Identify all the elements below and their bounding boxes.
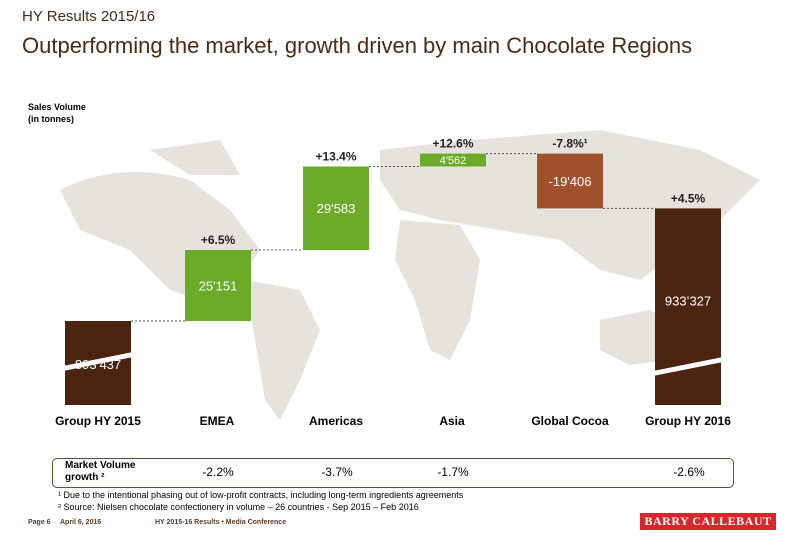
market-volume-value: -1.7%: [437, 465, 469, 479]
category-label: Americas: [308, 414, 364, 428]
growth-label: -7.8%¹: [552, 137, 587, 151]
growth-label: +12.6%: [432, 137, 473, 151]
footer-page: Page 6: [28, 519, 51, 526]
category-label: Asia: [439, 414, 465, 428]
axis-break-mark: [653, 357, 723, 376]
growth-label: +13.4%: [315, 149, 356, 163]
value-label: 29'583: [317, 201, 356, 216]
value-label: 25'151: [199, 279, 238, 294]
market-volume-value: -2.2%: [202, 465, 234, 479]
bar-2: [303, 166, 369, 250]
market-volume-label: Market Volume growth ²: [65, 460, 136, 483]
value-label: 893’437: [75, 357, 121, 372]
market-volume-box: Market Volume growth ² -2.2% -3.7% -1.7%…: [52, 458, 734, 488]
bar-4: [537, 153, 603, 209]
value-label: 933’327: [665, 294, 711, 309]
value-label: -19'406: [549, 174, 592, 189]
market-volume-value: -2.6%: [673, 465, 705, 479]
footnote: ¹ Due to the intentional phasing out of …: [58, 490, 464, 500]
footer-event: HY 2015-16 Results • Media Conference: [155, 519, 287, 526]
footer-date: April 6, 2016: [60, 519, 102, 526]
category-label: Global Cocoa: [531, 414, 609, 428]
barry-callebaut-logo: BARRY CALLEBAUT: [640, 513, 776, 530]
category-label: Group HY 2015: [55, 414, 141, 428]
value-label: 4'562: [440, 155, 467, 167]
bar-1: [185, 250, 251, 321]
bar-3: [420, 153, 486, 167]
footnote: ² Source: Nielsen chocolate confectioner…: [58, 502, 419, 512]
axis-break-mark: [63, 352, 133, 371]
kicker: HY Results 2015/16: [22, 8, 156, 25]
growth-label: +6.5%: [201, 233, 236, 247]
category-label: Group HY 2016: [645, 414, 731, 428]
y-axis-label: Sales Volume (in tonnes): [28, 102, 86, 124]
growth-label: +4.5%: [671, 191, 706, 205]
page-title: Outperforming the market, growth driven …: [22, 33, 693, 58]
market-volume-value: -3.7%: [321, 465, 353, 479]
category-label: EMEA: [199, 414, 235, 428]
waterfall-chart: 893’437 25'151 +6.5% 29'583 +13.4% 4'562 +12.6…: [60, 130, 760, 420]
